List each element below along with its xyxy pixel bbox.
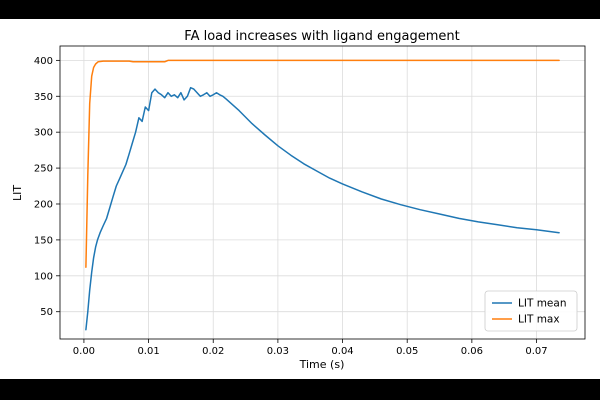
y-tick-label: 100 [34,271,53,282]
x-tick-label: 0.06 [461,346,483,357]
legend-box [484,290,578,332]
grid-layer [60,46,585,339]
y-tick-label: 200 [34,199,53,210]
series-line-lit-mean [85,86,560,331]
chart-title: FA load increases with ligand engagement [184,29,459,44]
legend-label: LIT mean [518,298,566,310]
legend-label: LIT max [518,314,560,326]
x-tick-label: 0.03 [267,346,289,357]
y-tick-label: 50 [40,307,53,318]
y-tick-label: 250 [34,164,53,175]
legend: LIT mean LIT max [484,290,578,332]
x-tick-label: 0.02 [202,346,224,357]
x-tick-label: 0.04 [331,346,353,357]
y-tick-label: 350 [34,92,53,103]
chart-svg: 0.00 0.01 0.02 0.03 0.04 0.05 0.06 0.07 50 100 15… [11,29,586,371]
chart-figure: 0.00 0.01 0.02 0.03 0.04 0.05 0.06 0.07 50 100 15… [0,19,600,379]
x-tick-label: 0.01 [137,346,159,357]
series-layer [85,59,560,331]
x-tick-label: 0.07 [525,346,547,357]
y-tick-label: 400 [34,56,53,67]
x-axis-ticks: 0.00 0.01 0.02 0.03 0.04 0.05 0.06 0.07 [73,339,548,357]
y-axis-ticks: 50 100 150 200 250 300 350 400 [34,56,60,318]
y-axis-label: LIT [11,185,24,201]
series-line-lit-max [85,59,560,268]
x-tick-label: 0.00 [73,346,95,357]
y-tick-label: 300 [34,128,53,139]
plot-frame [59,45,586,340]
y-tick-label: 150 [34,235,53,246]
x-tick-label: 0.05 [396,346,418,357]
x-axis-label: Time (s) [299,358,345,371]
